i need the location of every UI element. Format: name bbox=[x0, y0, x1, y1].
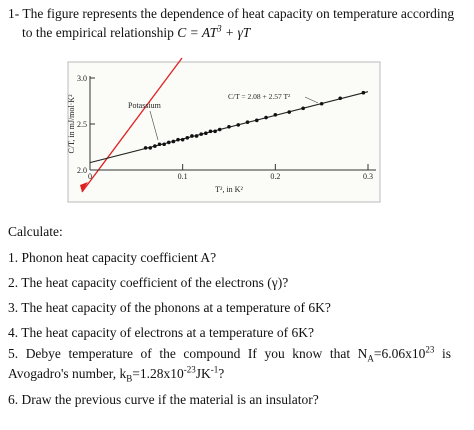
data-point bbox=[264, 115, 268, 120]
item-5: 5. Debye temperature of the compound If … bbox=[8, 344, 451, 364]
data-point bbox=[301, 106, 305, 111]
item-5: Avogadro's number, kB=1.28x10-23JK-1? bbox=[8, 364, 225, 384]
data-point bbox=[185, 136, 190, 140]
data-point bbox=[148, 146, 153, 150]
data-point bbox=[143, 146, 148, 150]
question-text: to the empirical relationship bbox=[22, 25, 174, 40]
item-5-part: -23 bbox=[183, 364, 196, 375]
data-point bbox=[319, 101, 324, 106]
formula-tail: + γT bbox=[221, 25, 251, 40]
data-point bbox=[194, 134, 199, 138]
item: 1. Phonon heat capacity coefficient A? bbox=[8, 250, 217, 265]
data-point bbox=[287, 110, 292, 114]
formula-base: C = AT bbox=[177, 25, 218, 40]
sample-label: Potassium bbox=[128, 101, 162, 110]
item-5-part: is bbox=[434, 346, 451, 361]
x-tick-label: 0.1 bbox=[178, 172, 188, 181]
data-point bbox=[176, 137, 180, 142]
sample-pointer bbox=[149, 110, 159, 141]
data-point bbox=[217, 127, 222, 132]
x-tick-label: 0.3 bbox=[363, 172, 373, 181]
item: 3. The heat capacity of the phonons at a… bbox=[8, 300, 331, 315]
fit-pointer bbox=[304, 96, 319, 104]
item-5-part: JK bbox=[195, 366, 211, 381]
data-point bbox=[236, 123, 241, 127]
data-point bbox=[227, 124, 231, 129]
data-point bbox=[273, 113, 278, 117]
data-point bbox=[171, 139, 176, 144]
item: 4. The heat capacity of electrons at a t… bbox=[8, 325, 314, 340]
calculate: Calculate: bbox=[8, 224, 63, 239]
data-point bbox=[153, 144, 157, 148]
data-point bbox=[162, 142, 166, 147]
x-axis-label: T², in K² bbox=[215, 185, 243, 194]
item-5-part: =1.28x10 bbox=[132, 366, 184, 381]
data-point bbox=[199, 132, 203, 136]
y-axis-label: C/T, in mJ/mol·K² bbox=[67, 94, 76, 154]
y-tick-label: 2.0 bbox=[77, 166, 87, 175]
item-5-part: ? bbox=[218, 366, 225, 381]
x-tick-label: 0.2 bbox=[270, 172, 280, 181]
item-6: 6. Draw the previous curve if the materi… bbox=[8, 392, 319, 407]
red-arrow-head bbox=[80, 182, 88, 192]
item-5-part: B bbox=[126, 373, 133, 384]
x-tick-label: 0 bbox=[88, 172, 92, 181]
data-point bbox=[157, 142, 162, 147]
data-point bbox=[190, 134, 194, 138]
figure: 2.0 2.5 3.0 0 0.1 0.2 0.3 C/T, in mJ/mol·K² T², … bbox=[67, 57, 381, 203]
y-tick-label: 2.5 bbox=[77, 120, 87, 129]
fit-label: C/T = 2.08 + 2.57 T² bbox=[228, 92, 291, 101]
data-point bbox=[338, 96, 343, 101]
data-point bbox=[213, 129, 217, 134]
item-5-part: -1 bbox=[210, 364, 219, 375]
data-point bbox=[204, 131, 208, 135]
question-line: to the empirical relationship C = AT3 + … bbox=[22, 23, 251, 41]
data-point bbox=[245, 120, 250, 124]
data-point bbox=[361, 90, 366, 95]
item: 2. The heat capacity coefficient of the … bbox=[8, 275, 289, 290]
y-tick-label: 3.0 bbox=[77, 74, 87, 83]
data-point bbox=[180, 137, 185, 142]
question-line: 1- The figure represents the dependence … bbox=[8, 6, 455, 21]
formula-exp: 3 bbox=[217, 23, 222, 34]
item-5-part: 23 bbox=[425, 344, 435, 355]
formula: C = AT3 + γT bbox=[177, 23, 251, 40]
figure-frame bbox=[67, 61, 381, 203]
item-5-part: =6.06x10 bbox=[373, 346, 426, 361]
data-point bbox=[208, 129, 213, 134]
data-point bbox=[166, 140, 171, 145]
item-5-part: A bbox=[367, 353, 374, 364]
data-point bbox=[254, 118, 259, 123]
item-5-part: Avogadro's number, k bbox=[8, 366, 127, 381]
item-5-part: 5. Debye temperature of the compound If … bbox=[8, 346, 368, 361]
